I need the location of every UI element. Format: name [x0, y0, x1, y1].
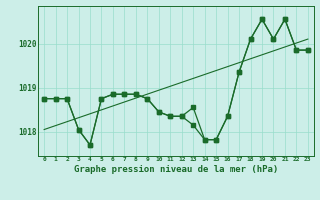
X-axis label: Graphe pression niveau de la mer (hPa): Graphe pression niveau de la mer (hPa)	[74, 165, 278, 174]
